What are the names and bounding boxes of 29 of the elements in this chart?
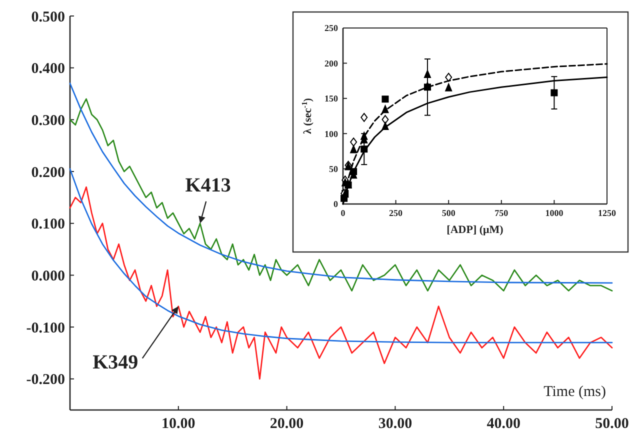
y-tick-label: 50 [329,164,338,174]
x-tick-label: 0 [340,208,346,218]
y-tick-label: 250 [324,23,338,34]
y-tick-label: 0.500 [31,9,65,26]
y-tick-label: 200 [324,58,338,68]
x-tick-label: 30.00 [378,416,412,432]
text: K349 [92,351,138,374]
y-tick-label: 0.300 [31,112,65,129]
x-tick-label: 20.00 [270,416,304,432]
x-tick-label: 10.00 [162,416,196,432]
y-tick-label: 0.400 [31,61,65,78]
x-tick-label: 40.00 [486,416,520,432]
y-tick-label: -0.200 [26,372,65,388]
x-tick-label: 1250 [598,208,616,218]
y-tick-label: -0.100 [26,320,65,336]
x-axis-title: [ADP] (μM) [446,224,504,236]
y-tick-label: 0 [334,199,338,210]
x-tick-label: 750 [494,208,509,218]
y-tick-label: 100 [324,128,338,139]
y-tick-label: 150 [324,94,338,104]
x-axis-title: Time (ms) [544,384,606,400]
y-tick-label: 0.100 [31,216,65,233]
x-tick-label: 500 [442,208,456,218]
x-tick-label: 1000 [545,208,564,218]
x-tick-label: 50.00 [595,416,629,432]
series-label: K413 [185,174,231,196]
y-tick-label: 0.200 [31,164,65,181]
x-tick-label: 250 [389,208,404,218]
y-tick-label: 0.000 [31,268,65,284]
